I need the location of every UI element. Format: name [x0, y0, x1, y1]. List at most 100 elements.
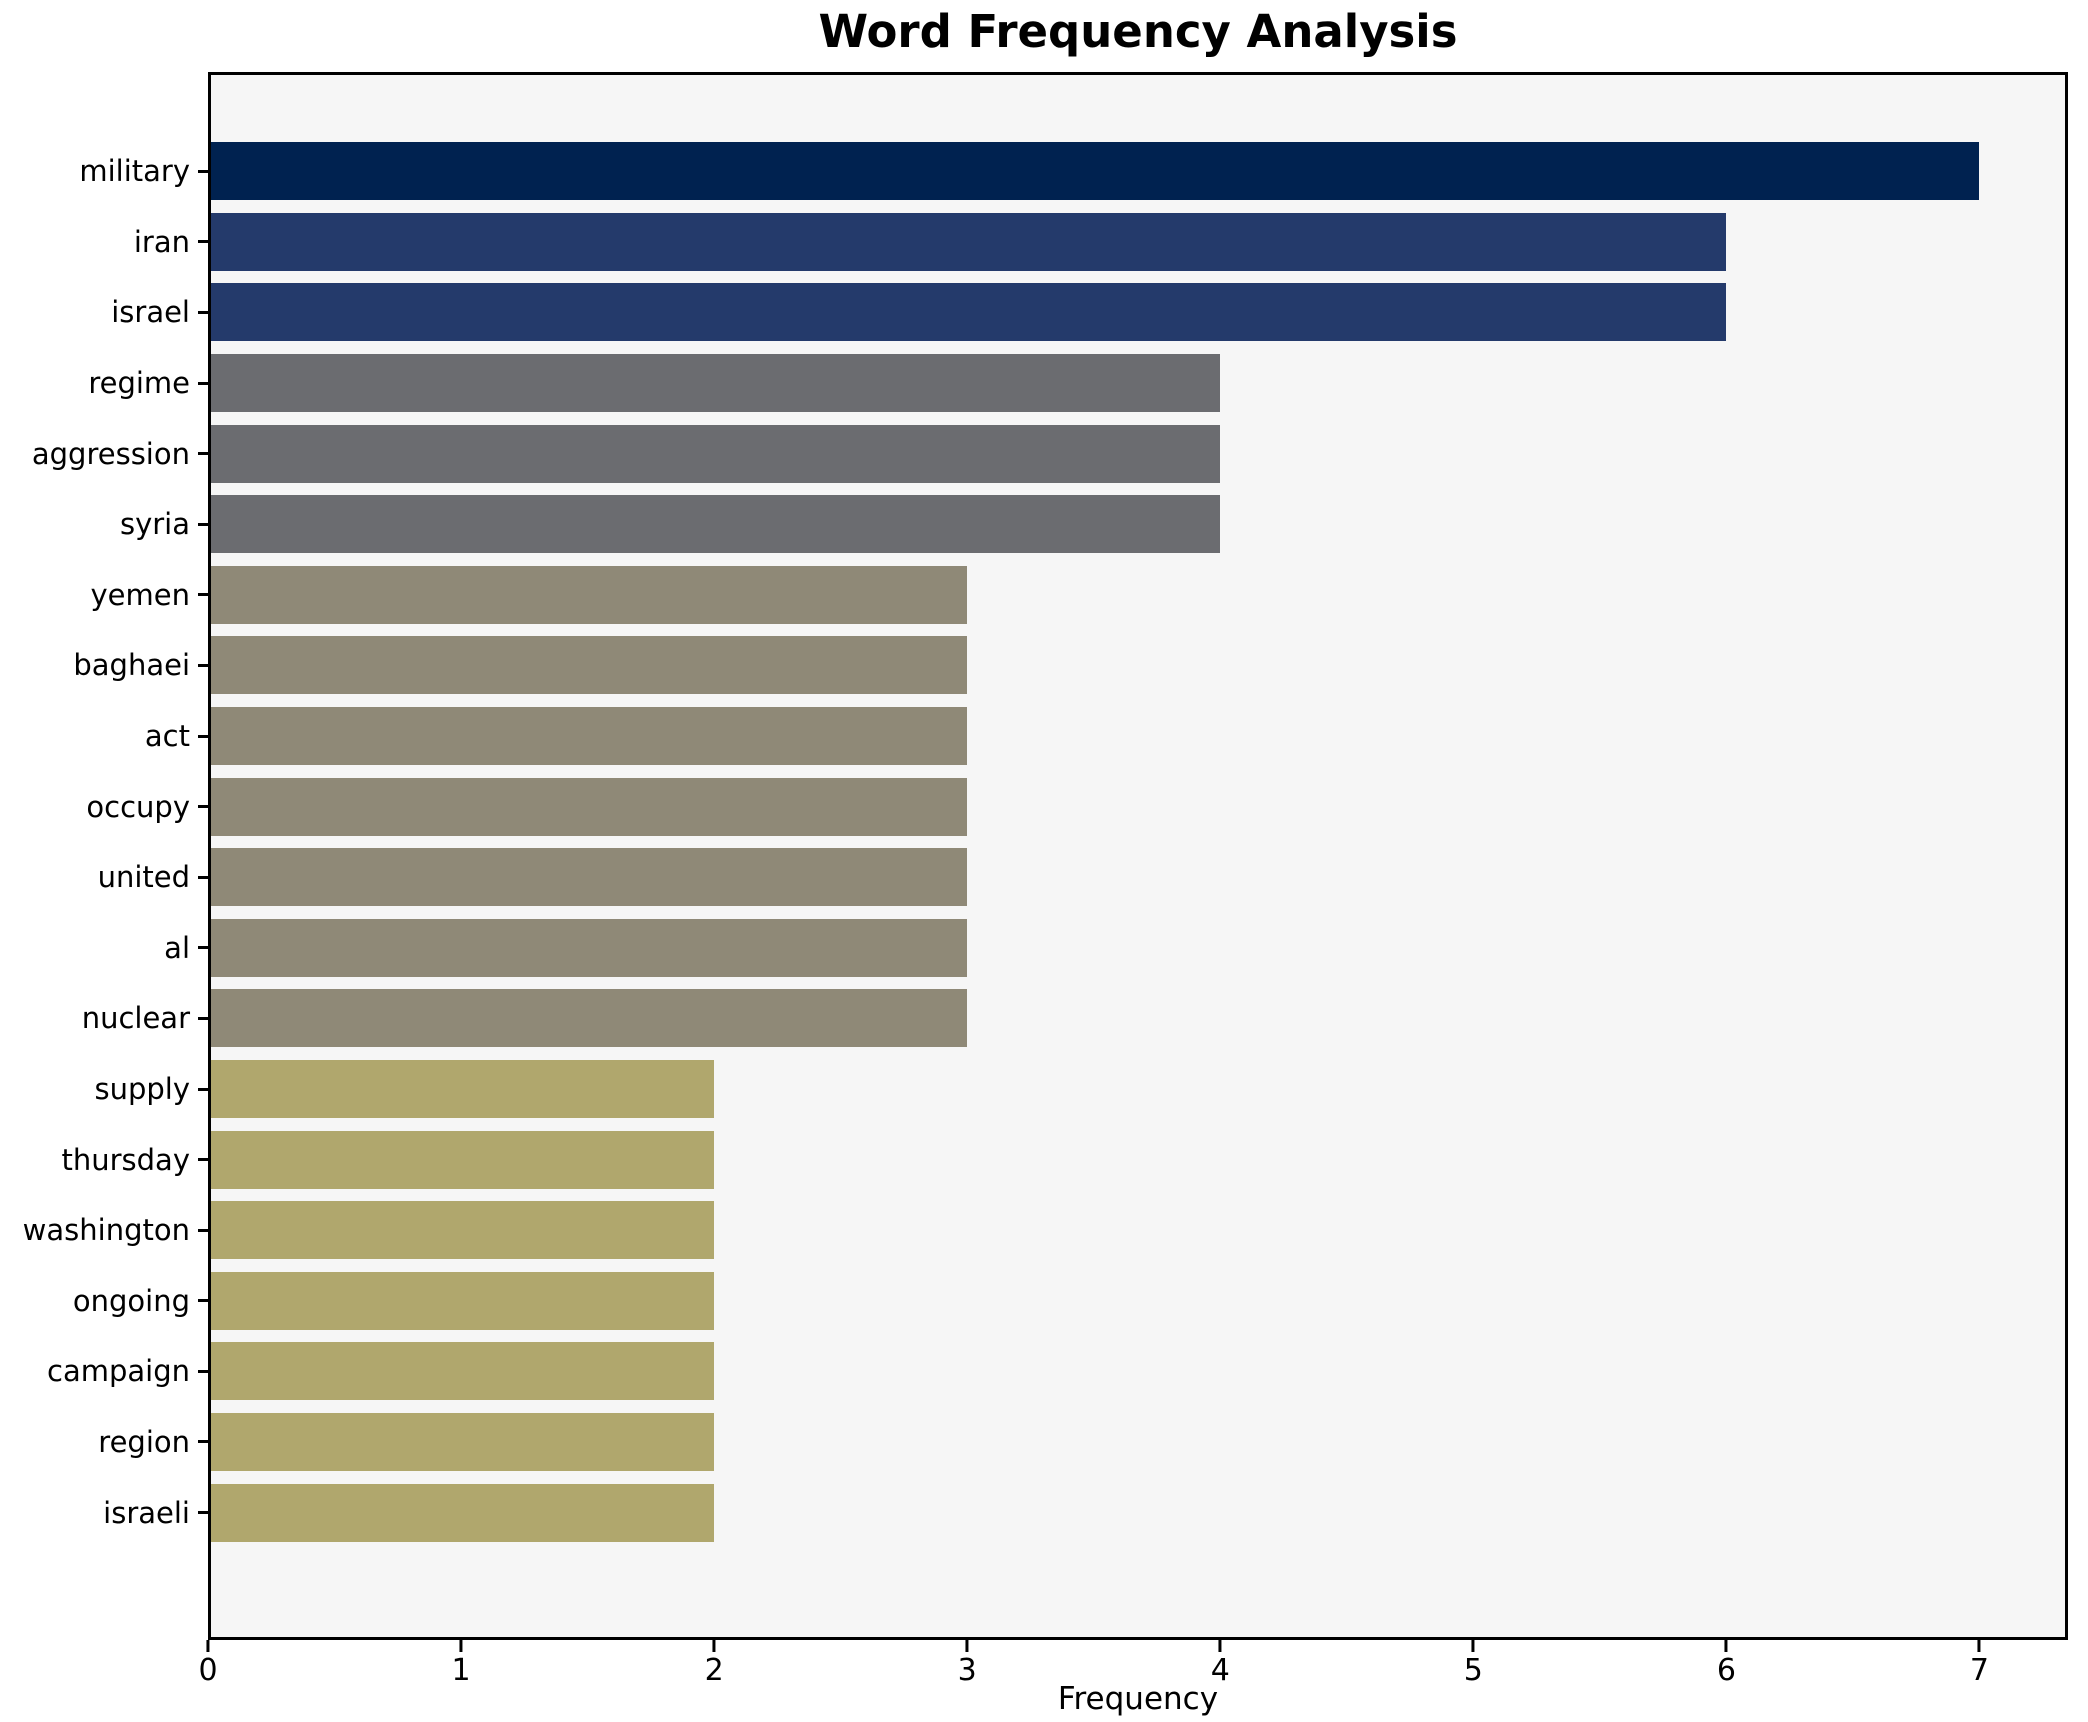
bar — [208, 1483, 715, 1542]
y-tick-mark — [198, 1016, 208, 1020]
bar — [208, 354, 1221, 413]
y-tick-mark — [198, 734, 208, 738]
y-tick-mark — [198, 1228, 208, 1232]
bar-row: israel — [0, 277, 2088, 348]
x-tick-label: 4 — [1210, 1653, 1230, 1688]
y-tick-label: supply — [94, 1072, 190, 1107]
bar — [208, 142, 1980, 201]
bar — [208, 848, 968, 907]
y-tick-label: military — [79, 154, 190, 189]
bar-chart: military iran israel regime aggression syria y… — [0, 72, 2088, 1640]
y-tick-mark — [198, 1369, 208, 1373]
bar-row: campaign — [0, 1336, 2088, 1407]
y-tick-label: campaign — [47, 1354, 190, 1389]
bar — [208, 707, 968, 766]
bar — [208, 777, 968, 836]
bar-track — [208, 771, 2068, 842]
y-tick-label: ongoing — [72, 1283, 190, 1318]
x-tick-mark — [206, 1640, 210, 1652]
x-tick: 3 — [958, 1640, 977, 1686]
y-tick-mark — [198, 875, 208, 879]
bar-track — [208, 983, 2068, 1054]
bar-track — [208, 348, 2068, 419]
bar-rows: military iran israel regime aggression syria y… — [0, 72, 2088, 1640]
bar-row: regime — [0, 348, 2088, 419]
bar-track — [208, 277, 2068, 348]
bar-track — [208, 207, 2068, 278]
bar-row: military — [0, 136, 2088, 207]
bar-row: thursday — [0, 1124, 2088, 1195]
bar-row: united — [0, 842, 2088, 913]
x-tick: 4 — [1211, 1640, 1230, 1686]
bar-track — [208, 1407, 2068, 1478]
y-tick-label: act — [144, 719, 190, 754]
x-tick-mark — [1977, 1640, 1981, 1652]
bar-row: act — [0, 701, 2088, 772]
x-tick-mark — [1471, 1640, 1475, 1652]
y-tick-mark — [198, 593, 208, 597]
bar-track — [208, 630, 2068, 701]
bar — [208, 1271, 715, 1330]
x-tick: 1 — [452, 1640, 471, 1686]
bar — [208, 212, 1727, 271]
x-tick-label: 0 — [198, 1653, 218, 1688]
bar — [208, 1342, 715, 1401]
y-tick-mark — [198, 522, 208, 526]
bar — [208, 424, 1221, 483]
bar — [208, 495, 1221, 554]
bar-track — [208, 1266, 2068, 1337]
y-tick-label: aggression — [31, 436, 190, 471]
bar-track — [208, 489, 2068, 560]
y-tick-label: washington — [22, 1213, 190, 1248]
chart-title: Word Frequency Analysis — [818, 5, 1458, 58]
bar — [208, 1201, 715, 1260]
y-tick-label: iran — [133, 224, 190, 259]
bar-row: occupy — [0, 771, 2088, 842]
bar-row: washington — [0, 1195, 2088, 1266]
bar-track — [208, 1054, 2068, 1125]
x-tick-label: 1 — [451, 1653, 471, 1688]
bar — [208, 1060, 715, 1119]
x-tick-label: 3 — [957, 1653, 977, 1688]
x-tick-mark — [459, 1640, 463, 1652]
y-tick-label: regime — [88, 366, 190, 401]
y-tick-mark — [198, 310, 208, 314]
bar-track — [208, 1477, 2068, 1548]
y-tick-label: al — [164, 930, 190, 965]
bar — [208, 565, 968, 624]
y-tick-label: thursday — [61, 1142, 190, 1177]
bar-row: supply — [0, 1054, 2088, 1125]
y-tick-mark — [198, 240, 208, 244]
y-tick-mark — [198, 452, 208, 456]
bar-row: nuclear — [0, 983, 2088, 1054]
bar-track — [208, 1124, 2068, 1195]
y-tick-mark — [198, 1440, 208, 1444]
x-tick: 7 — [1970, 1640, 1989, 1686]
y-tick-mark — [198, 1299, 208, 1303]
bar-row: region — [0, 1407, 2088, 1478]
bar-track — [208, 842, 2068, 913]
y-tick-label: region — [98, 1424, 190, 1459]
x-tick: 5 — [1464, 1640, 1483, 1686]
x-tick-label: 6 — [1716, 1653, 1736, 1688]
bar — [208, 1412, 715, 1471]
y-tick-label: baghaei — [73, 648, 190, 683]
y-tick-mark — [198, 381, 208, 385]
bar-track — [208, 1336, 2068, 1407]
y-tick-label: yemen — [90, 577, 190, 612]
y-tick-mark — [198, 663, 208, 667]
y-tick-mark — [198, 1158, 208, 1162]
x-axis: 0 1 2 3 4 5 6 7 — [198, 1640, 2068, 1704]
y-tick-mark — [198, 1087, 208, 1091]
bar-row: aggression — [0, 418, 2088, 489]
y-tick-label: united — [97, 860, 190, 895]
y-tick-mark — [198, 1511, 208, 1515]
y-tick-mark — [198, 946, 208, 950]
bar — [208, 1130, 715, 1189]
x-tick: 0 — [198, 1640, 218, 1688]
bar-track — [208, 701, 2068, 772]
bar-track — [208, 560, 2068, 631]
y-tick-label: israeli — [103, 1495, 190, 1530]
bar — [208, 918, 968, 977]
